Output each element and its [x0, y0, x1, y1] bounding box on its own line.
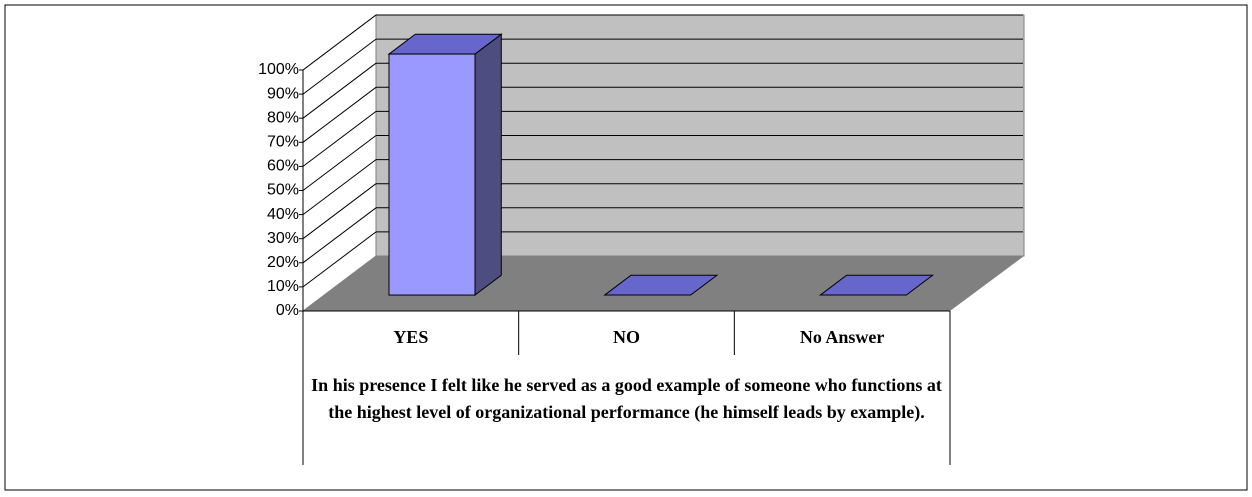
- x-axis-label: In his presence I felt like he served as…: [311, 375, 942, 422]
- bar-side: [474, 33, 502, 297]
- bar-front: [388, 53, 476, 296]
- bars: [387, 33, 935, 297]
- y-tick-label: 50%: [267, 182, 299, 199]
- x-tick-label: YES: [393, 327, 428, 347]
- y-tick-label: 70%: [267, 134, 299, 151]
- bar-top: [387, 33, 503, 55]
- grid-line: [302, 135, 377, 191]
- grid-line: [302, 111, 377, 167]
- grid-line: [302, 14, 377, 71]
- bar-top: [603, 274, 719, 296]
- grid-line: [302, 62, 377, 119]
- grid-line: [302, 183, 377, 240]
- y-tick-label: 30%: [267, 230, 299, 247]
- grid-line: [302, 159, 377, 215]
- grid-line: [302, 86, 377, 143]
- y-tick-label: 20%: [267, 254, 299, 271]
- y-tick-label: 60%: [267, 158, 299, 175]
- y-tick-label: 10%: [267, 278, 299, 295]
- x-tick-label: No Answer: [800, 327, 885, 347]
- y-tick-label: 100%: [258, 61, 299, 78]
- grid-line: [302, 231, 377, 288]
- y-tick-label: 0%: [276, 302, 299, 319]
- grid-line: [302, 38, 377, 95]
- y-tick-label: 90%: [267, 85, 299, 102]
- grid-line: [302, 207, 377, 264]
- y-tick-label: 80%: [267, 109, 299, 126]
- x-tick-label: NO: [613, 327, 640, 347]
- y-tick-label: 40%: [267, 206, 299, 223]
- bar-top: [818, 274, 935, 296]
